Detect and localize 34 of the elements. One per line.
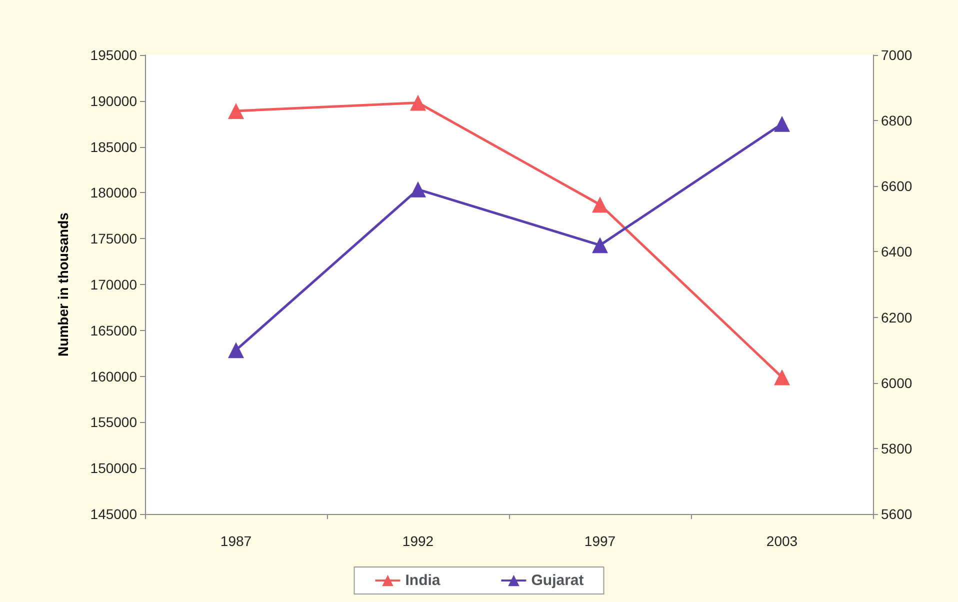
y2-tick-label: 6600 bbox=[881, 178, 912, 194]
point bbox=[592, 237, 608, 254]
point bbox=[410, 181, 426, 198]
y-tick-label: 195000 bbox=[90, 47, 138, 63]
y2-tick-label: 6400 bbox=[881, 244, 912, 260]
y-tick-label: 170000 bbox=[90, 276, 138, 292]
y2-tick-label: 5600 bbox=[881, 506, 912, 522]
y2-tick-label: 7000 bbox=[881, 47, 912, 63]
y-tick-label: 150000 bbox=[90, 460, 138, 476]
y2-tick-label: 6800 bbox=[881, 112, 912, 129]
y2-tick-label: 6200 bbox=[881, 309, 912, 326]
y-axis-title: Number in thousands bbox=[55, 212, 71, 356]
x-tick-label: 1997 bbox=[584, 533, 616, 549]
point bbox=[228, 342, 244, 358]
y-tick-label: 155000 bbox=[90, 414, 138, 430]
y-tick-label: 175000 bbox=[90, 230, 138, 247]
legend-label: Gujarat bbox=[531, 572, 584, 589]
point bbox=[774, 369, 790, 386]
legend-label: India bbox=[405, 572, 441, 589]
y2-tick-label: 6000 bbox=[881, 374, 912, 391]
y-tick-label: 190000 bbox=[90, 92, 138, 109]
y-tick-label: 180000 bbox=[90, 184, 138, 201]
y-tick-label: 165000 bbox=[90, 322, 138, 338]
y2-tick-label: 5800 bbox=[881, 440, 912, 456]
x-tick-label: 1992 bbox=[402, 533, 434, 549]
x-tick-label: 1987 bbox=[220, 533, 252, 549]
x-tick-label: 2003 bbox=[766, 533, 798, 549]
y-tick-label: 185000 bbox=[90, 138, 138, 155]
point bbox=[410, 94, 426, 111]
point bbox=[592, 196, 608, 213]
point bbox=[228, 103, 244, 119]
y-tick-label: 160000 bbox=[90, 368, 138, 384]
y-tick-label: 145000 bbox=[90, 506, 138, 522]
point bbox=[774, 116, 790, 132]
